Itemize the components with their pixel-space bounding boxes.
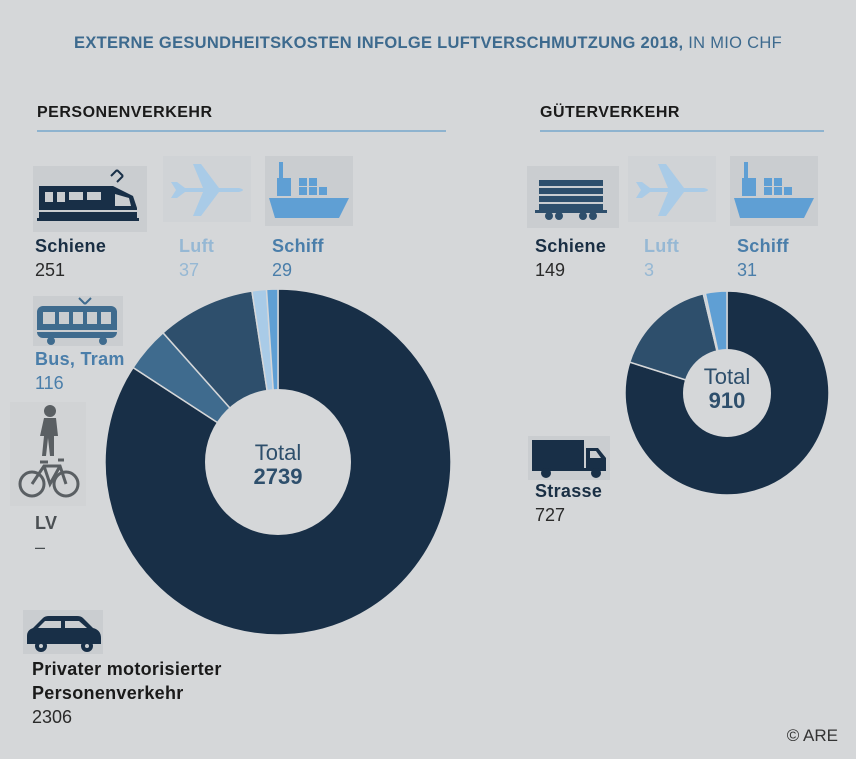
airplane-icon-box-gueter: [628, 156, 716, 222]
freight-wagon-icon-box: [527, 166, 619, 228]
donut-hole: [205, 389, 351, 535]
tram-icon: [37, 297, 117, 345]
airplane-icon: [171, 164, 243, 216]
donut-hole: [683, 349, 771, 437]
copyright: © ARE: [786, 726, 838, 745]
freight-wagon-icon: [535, 180, 607, 220]
value-schiene-gueter: 149: [535, 260, 566, 280]
car-icon-box: [23, 610, 103, 654]
tram-icon-box: [33, 296, 123, 346]
label-schiff-gueter: Schiff: [737, 236, 789, 256]
value-strasse: 727: [535, 505, 566, 525]
personenverkehr-donut: Total 2739: [104, 288, 452, 636]
label-schiene: Schiene: [35, 236, 107, 256]
pedestrian-bicycle-icon: [18, 405, 80, 498]
personenverkehr-rule: [37, 130, 446, 132]
truck-icon: [532, 440, 606, 478]
airplane-icon: [636, 164, 708, 216]
value-lv: –: [35, 537, 46, 557]
value-schiff-gueter: 31: [737, 260, 758, 280]
label-privater-motorisierter: Privater motorisierter: [32, 659, 222, 679]
gueterverkehr-rule: [540, 130, 824, 132]
truck-icon-box: [528, 436, 610, 480]
chart-title-unit: IN MIO CHF: [683, 34, 782, 52]
donut-total-value: 2739: [254, 464, 303, 489]
label-bus-tram: Bus, Tram: [35, 349, 125, 369]
ship-icon-box: [265, 156, 353, 226]
pedestrian-bicycle-icon-box: [10, 402, 86, 506]
value-luft: 37: [179, 260, 200, 280]
ship-icon-box-gueter: [730, 156, 818, 226]
chart-title: EXTERNE GESUNDHEITSKOSTEN INFOLGE LUFTVE…: [0, 34, 856, 53]
ship-icon: [269, 162, 349, 218]
car-icon: [27, 616, 101, 652]
label-schiff: Schiff: [272, 236, 324, 256]
label-luft: Luft: [179, 236, 215, 256]
donut-total-label-gueter: Total: [704, 364, 750, 389]
value-schiene: 251: [35, 260, 66, 280]
value-bus-tram: 116: [35, 373, 64, 393]
label-personenverkehr: Personenverkehr: [32, 683, 184, 703]
donut-total-label: Total: [255, 440, 301, 465]
gueterverkehr-donut: Total 910: [624, 290, 830, 496]
label-lv: LV: [35, 513, 58, 533]
train-icon: [37, 169, 139, 221]
ship-icon: [734, 162, 814, 218]
label-strasse: Strasse: [535, 481, 603, 501]
airplane-icon-box: [163, 156, 251, 222]
chart-title-main: EXTERNE GESUNDHEITSKOSTEN INFOLGE LUFTVE…: [74, 34, 684, 52]
value-schiff: 29: [272, 260, 293, 280]
donut-total-value-gueter: 910: [709, 388, 746, 413]
label-schiene-gueter: Schiene: [535, 236, 607, 256]
label-luft-gueter: Luft: [644, 236, 680, 256]
value-privater-motorisierter: 2306: [32, 707, 73, 727]
train-icon-box: [33, 166, 147, 232]
value-luft-gueter: 3: [644, 260, 655, 280]
gueterverkehr-heading: GÜTERVERKEHR: [540, 104, 680, 121]
personenverkehr-heading: PERSONENVERKEHR: [37, 104, 213, 121]
